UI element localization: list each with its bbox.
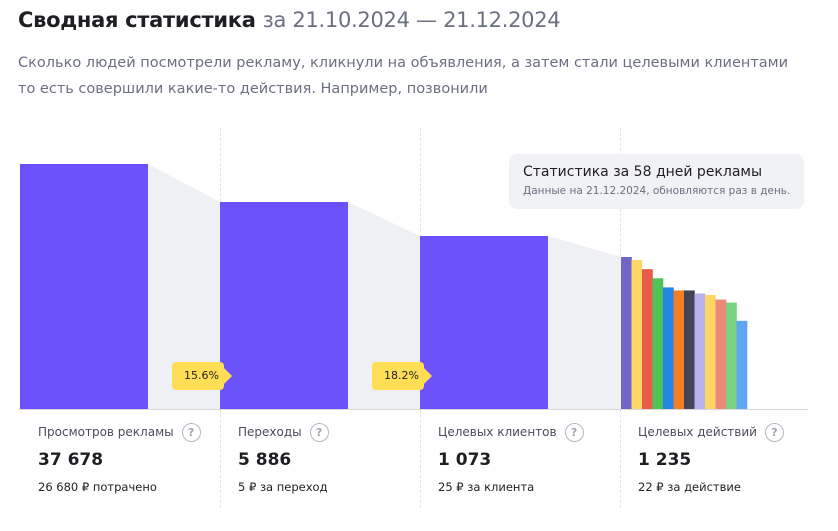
stat-value: 37 678 [38, 450, 104, 470]
action-bar-9 [705, 295, 716, 409]
help-icon[interactable]: ? [564, 422, 584, 442]
stat-target-clients: Целевых клиентов ? 1 073 25 ₽ за клиента [438, 420, 628, 494]
period-range: за 21.10.2024 — 21.12.2024 [262, 8, 561, 32]
action-bar-8 [694, 293, 706, 409]
action-bar-12 [736, 320, 748, 409]
stat-label: Целевых действий [638, 425, 757, 439]
stat-value: 1 073 [438, 450, 492, 470]
action-bar-3 [642, 269, 653, 409]
stat-value: 1 235 [638, 450, 692, 470]
funnel-connector [148, 164, 220, 409]
page-title-text: Сводная статистика [18, 8, 256, 32]
help-icon[interactable]: ? [764, 422, 784, 442]
stat-value: 5 886 [238, 450, 292, 470]
stat-sub: 26 680 ₽ потрачено [38, 480, 157, 494]
tooltip-note: Данные на 21.12.2024, обновляются раз в … [523, 185, 791, 197]
description-line-2: то есть совершили какие-то действия. Нап… [18, 81, 488, 97]
stat-target-actions: Целевых действий ? 1 235 22 ₽ за действи… [638, 420, 828, 494]
conversion-badge-clicks-to-clients: 18.2% [372, 362, 432, 390]
page-description: Сколько людей посмотрели рекламу, кликну… [18, 50, 818, 102]
action-bar-4 [652, 278, 664, 409]
action-bar-7 [684, 290, 695, 409]
stat-label: Целевых клиентов [438, 425, 557, 439]
stat-sub: 25 ₽ за клиента [438, 480, 535, 494]
action-bar-11 [726, 302, 737, 409]
stat-clicks: Переходы ? 5 886 5 ₽ за переход [238, 420, 428, 494]
action-bar-10 [715, 299, 727, 409]
description-line-1: Сколько людей посмотрели рекламу, кликну… [18, 55, 789, 71]
stat-label: Просмотров рекламы [38, 425, 174, 439]
conversion-badge-views-to-clicks: 15.6% [172, 362, 232, 390]
action-bar-1 [621, 257, 632, 409]
help-icon[interactable]: ? [181, 422, 201, 442]
tooltip-title: Статистика за 58 дней рекламы [523, 164, 763, 180]
funnel-connector [548, 236, 621, 409]
action-bar-5 [663, 287, 674, 409]
funnel-bar-3 [420, 236, 548, 409]
chart-baseline [18, 409, 808, 410]
period-info-tooltip: Статистика за 58 дней рекламы Данные на … [509, 154, 804, 209]
stat-sub: 5 ₽ за переход [238, 480, 328, 494]
stat-label: Переходы [238, 425, 302, 439]
action-bar-2 [631, 260, 643, 409]
stat-sub: 22 ₽ за действие [638, 480, 741, 494]
funnel-connector [348, 202, 420, 409]
help-icon[interactable]: ? [309, 422, 329, 442]
stat-views: Просмотров рекламы ? 37 678 26 680 ₽ пот… [38, 420, 228, 494]
page-title: Сводная статистика за 21.10.2024 — 21.12… [18, 8, 561, 32]
funnel-bar-1 [20, 164, 148, 409]
funnel-bar-2 [220, 202, 348, 409]
action-bar-6 [673, 290, 685, 409]
